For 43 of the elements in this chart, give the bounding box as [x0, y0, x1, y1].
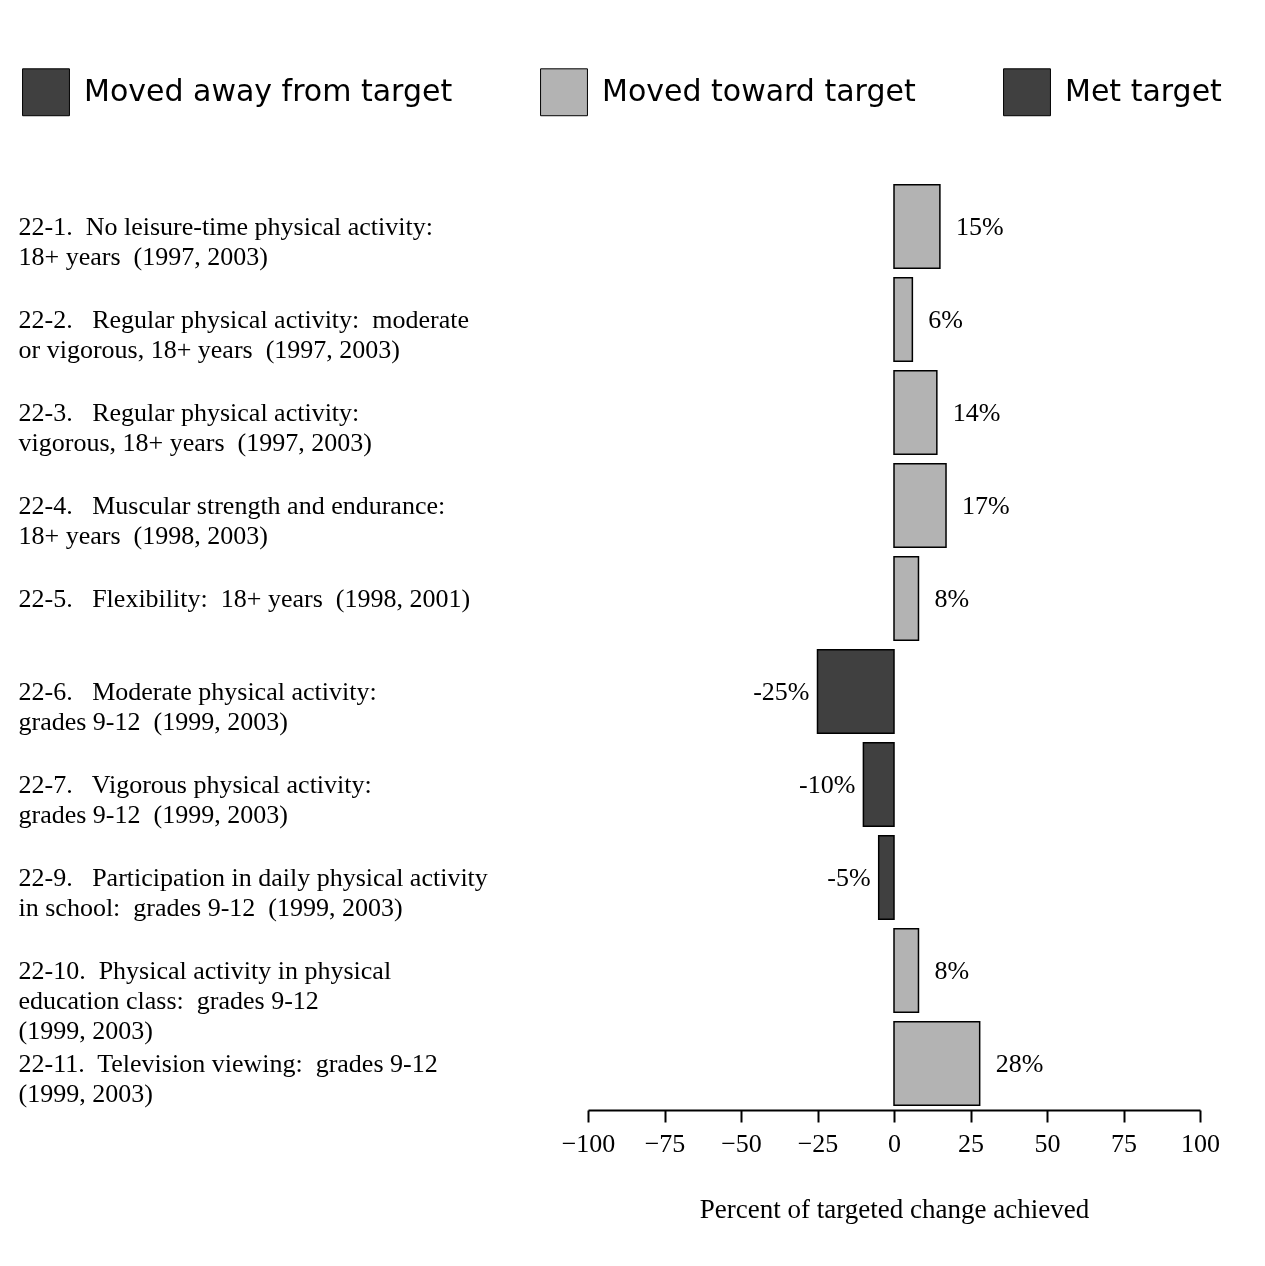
x-tick-label: 0: [888, 1128, 901, 1158]
bar: [877, 834, 895, 921]
x-tick-label: −25: [797, 1128, 839, 1158]
bar: [893, 183, 941, 270]
bar: [862, 741, 895, 828]
x-tick-label: 50: [1034, 1128, 1061, 1158]
x-tick-label: 100: [1181, 1128, 1220, 1158]
legend-label: Met target: [1065, 73, 1223, 109]
y-tick-label: 22-6. Moderate physical activity: grades 9-12 (1999, 2003): [18, 676, 377, 736]
data-label: 17%: [962, 490, 1010, 520]
x-axis-title: Percent of targeted change achieved: [699, 1193, 1090, 1224]
y-tick-label: 22-1. No leisure-time physical activity: 18+ years (1997, 2003): [18, 211, 433, 271]
data-label: -10%: [799, 769, 856, 799]
bar: [816, 648, 895, 735]
y-tick-label: 22-2. Regular physical activity: moderate or vigorous, 18+ years (1997, 2003): [18, 304, 470, 364]
x-tick-label: −75: [644, 1128, 686, 1158]
x-tick-label: −100: [561, 1128, 616, 1158]
data-label: 28%: [995, 1048, 1044, 1078]
bar: [893, 276, 914, 363]
bar: [893, 462, 947, 549]
y-tick-label: 22-11. Television viewing: grades 9-12 (1999, 2003): [18, 1048, 438, 1108]
x-tick-label: −50: [721, 1128, 762, 1158]
y-tick-label: 22-5. Flexibility: 18+ years (1998, 2001): [18, 583, 471, 613]
legend-label: Moved toward target: [602, 73, 916, 109]
data-label: 14%: [952, 397, 1001, 427]
data-label: 6%: [928, 304, 964, 334]
bar: [893, 369, 938, 456]
data-label: 8%: [934, 955, 970, 985]
y-tick-label: 22-7. Vigorous physical activity: grades 9-12 (1999, 2003): [18, 769, 372, 829]
bar: [893, 1020, 981, 1107]
data-label: 15%: [955, 211, 1004, 241]
x-tick-label: 75: [1111, 1128, 1137, 1158]
bar: [893, 927, 920, 1014]
data-label: 8%: [934, 583, 970, 613]
data-label: -25%: [753, 676, 810, 706]
legend-label: Moved away from target: [84, 73, 453, 109]
y-tick-label: 22-9. Participation in daily physical activity in school: grades 9-12 (1999, 2003): [18, 862, 488, 922]
y-tick-label: 22-10. Physical activity in physical education class: grades 9-12 (1999, 2003): [18, 955, 392, 1045]
x-tick-label: 25: [958, 1128, 984, 1158]
y-tick-label: 22-4. Muscular strength and endurance: 18+ years (1998, 2003): [18, 490, 446, 550]
bar: [893, 555, 920, 642]
data-label: -5%: [827, 862, 871, 892]
y-tick-label: 22-3. Regular physical activity: vigorous, 18+ years (1997, 2003): [18, 397, 372, 457]
